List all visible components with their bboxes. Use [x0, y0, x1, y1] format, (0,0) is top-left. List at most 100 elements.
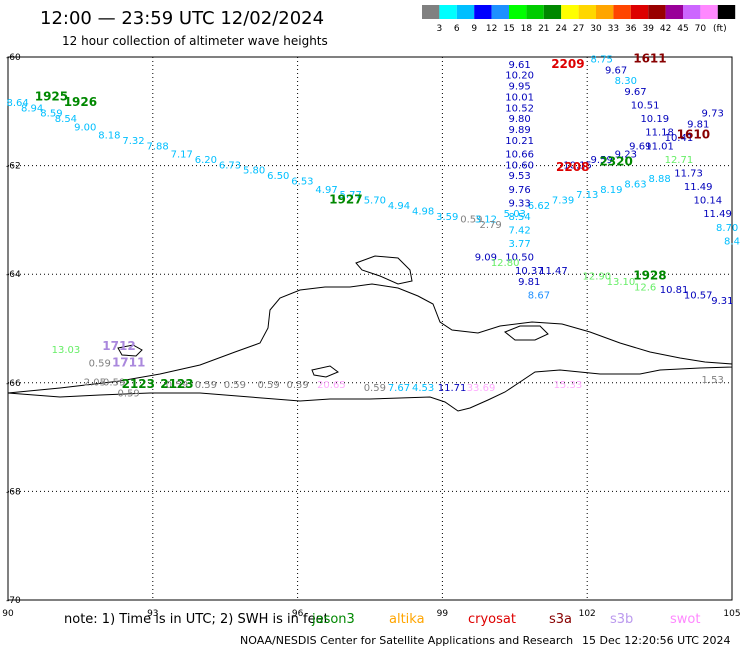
island-outline	[117, 344, 143, 357]
lat-tick-label: -64	[6, 270, 21, 280]
wave-height-value: 7.39	[552, 196, 574, 207]
wave-height-value: 11.73	[674, 168, 703, 179]
wave-height-value: 10.37	[515, 266, 544, 277]
wave-height-value: 0.59	[224, 380, 246, 391]
wave-height-value: 9.67	[624, 87, 646, 98]
wave-height-value: 8.4	[724, 236, 740, 247]
lon-tick-label: 102	[579, 609, 596, 619]
island-outline	[355, 255, 413, 285]
lon-tick-label: 93	[147, 609, 158, 619]
wave-height-value: 12.6	[634, 282, 656, 293]
legend-swatch	[613, 5, 631, 19]
island-outline	[311, 365, 339, 378]
wave-height-value: 5.77	[340, 190, 362, 201]
lon-tick-label: 96	[292, 609, 304, 619]
legend-swatch	[561, 5, 579, 19]
wave-height-value: 0.59	[286, 380, 308, 391]
wave-height-value: 7.32	[122, 136, 144, 147]
wave-height-value: 6.50	[267, 171, 289, 182]
wave-height-value: 10.14	[694, 196, 723, 207]
wave-height-value: 2.05	[84, 378, 106, 389]
pass-time-label: 1928	[633, 269, 666, 283]
wave-height-value: 0.59	[166, 380, 188, 391]
legend-swatch	[630, 5, 649, 19]
legend-label: 9	[471, 24, 477, 34]
wave-height-value: 11.47	[539, 266, 568, 277]
wave-height-value: 10.57	[684, 291, 713, 302]
satellite-altika: altika	[389, 612, 425, 627]
legend-swatch	[491, 5, 509, 19]
legend-label: 36	[625, 24, 637, 34]
wave-height-value: 0.59	[460, 215, 482, 226]
legend-label: 21	[538, 24, 549, 34]
wave-height-value: 1.53	[702, 375, 724, 386]
pass-time-label: 2209	[551, 57, 584, 71]
wave-height-value: 7.17	[171, 149, 193, 160]
color-legend: 3 6 9 12 15 18 21 24 27 30 33 36 39 42 45 70 (ft)	[422, 5, 736, 34]
map-subtitle: 12 hour collection of altimeter wave hei…	[62, 34, 328, 48]
wave-height-value: 9.23	[615, 149, 637, 160]
wave-height-value: 11.18	[645, 128, 674, 139]
wave-height-value: 8.63	[624, 179, 646, 190]
wave-height-value: 13.03	[52, 345, 81, 356]
wave-height-value: 7.88	[146, 141, 168, 152]
satellite-swot: swot	[670, 612, 701, 627]
wave-height-value: 8.59	[40, 109, 62, 120]
map-title: 12:00 — 23:59 UTC 12/02/2024	[40, 8, 325, 29]
pass-time-label: 2123	[160, 377, 193, 391]
lat-tick-label: -68	[6, 487, 21, 497]
wave-height-value: 7.42	[508, 225, 530, 236]
legend-label: 45	[677, 24, 688, 34]
legend-swatch	[578, 5, 596, 19]
satellite-s3b: s3b	[610, 612, 634, 627]
wave-height-value: 7.13	[576, 190, 598, 201]
wave-height-value: 6.20	[195, 155, 217, 166]
wave-height-value: 0.59	[258, 380, 280, 391]
legend-swatch	[717, 5, 736, 19]
wave-height-value: 8.70	[716, 223, 738, 234]
wave-height-value: 10.41	[665, 133, 694, 144]
legend-label: 33	[608, 24, 619, 34]
pass-time-label: 1927	[329, 193, 362, 207]
wave-height-value: 9.81	[518, 277, 540, 288]
wave-height-value: 3.77	[508, 239, 530, 250]
wave-height-value: 2.79	[480, 220, 502, 231]
lon-tick-label: 99	[437, 609, 449, 619]
wave-height-value: 8.94	[21, 103, 43, 114]
wave-height-value: 8.88	[648, 174, 670, 185]
wave-height-value: 8.64	[7, 98, 29, 109]
wave-height-value: 10.50	[505, 253, 534, 264]
lon-tick-label: 90	[2, 609, 14, 619]
wave-height-value: 10.51	[631, 101, 660, 112]
footer-note: note: 1) Time is in UTC; 2) SWH is in fe…	[64, 612, 329, 627]
wave-height-value: 9.89	[508, 125, 530, 136]
legend-swatch	[474, 5, 492, 19]
lat-tick-label: -66	[6, 379, 21, 389]
pass-time-label: 2208	[556, 160, 589, 174]
wave-height-value: 33.69	[467, 383, 496, 394]
legend-label: 24	[555, 24, 567, 34]
wave-height-value: 10.60	[505, 160, 534, 171]
credit-line: NOAA/NESDIS Center for Satellite Applica…	[240, 634, 574, 647]
wave-height-value: 11.49	[703, 209, 732, 220]
legend-swatch	[439, 5, 457, 19]
pass-time-label: 1711	[112, 356, 145, 370]
wave-height-value: 10.01	[505, 92, 534, 103]
wave-height-value: 12.71	[665, 155, 694, 166]
wave-height-value: 8.18	[98, 130, 120, 141]
lat-tick-label: -62	[6, 162, 21, 172]
legend-swatch	[526, 5, 544, 19]
pass-time-label: 1925	[35, 89, 68, 103]
legend-swatch	[683, 5, 701, 19]
wave-height-value: 9.61	[508, 60, 530, 71]
satellite-s3a: s3a	[549, 612, 573, 627]
pass-time-label: 1712	[102, 339, 135, 353]
legend-label: 39	[642, 24, 654, 34]
wave-height-value: 6.53	[291, 177, 313, 188]
legend-swatch	[456, 5, 475, 19]
lat-tick-label: -60	[6, 53, 21, 63]
wave-height-value: 5.70	[364, 196, 386, 207]
legend-swatch	[509, 5, 527, 19]
legend-swatch	[422, 5, 440, 19]
